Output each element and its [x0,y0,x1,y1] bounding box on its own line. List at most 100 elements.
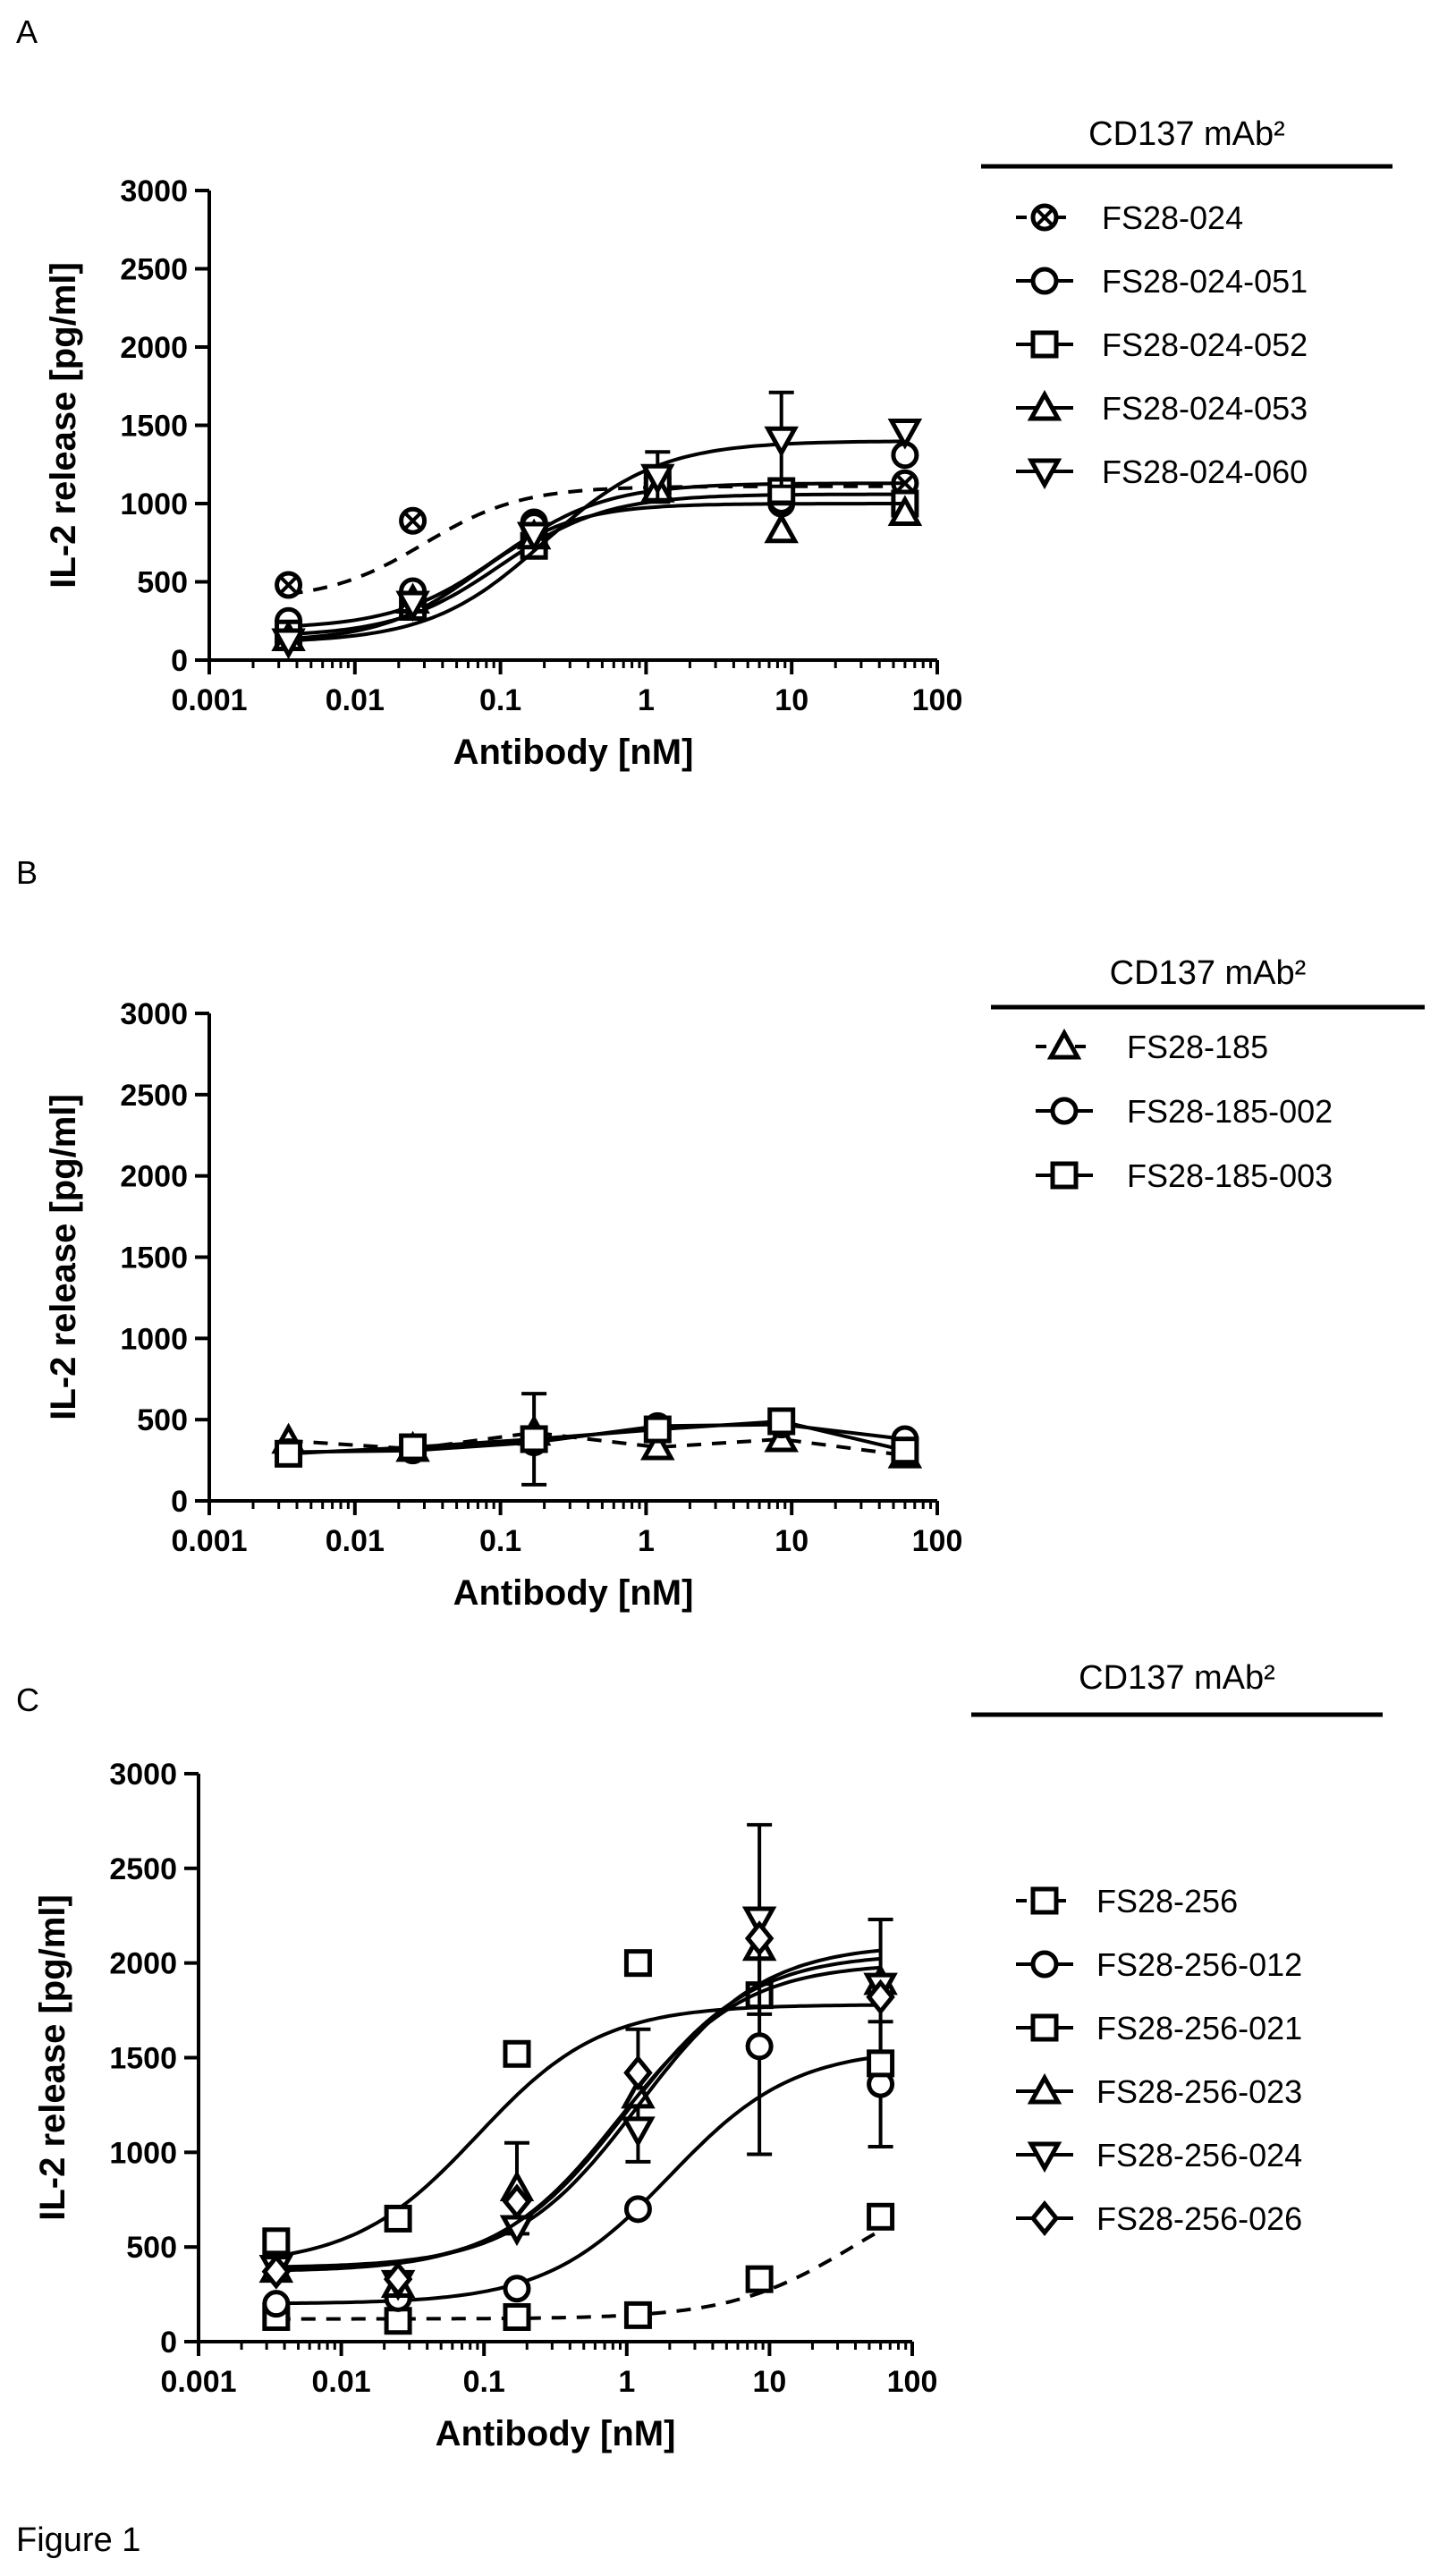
legend-marker [1030,2013,1059,2042]
legend-item: FS28-256-012 [1016,1946,1302,1983]
legend-item: FS28-256-021 [1016,2010,1302,2046]
fit-curve [288,502,905,640]
data-point [502,2183,532,2220]
legend-label: FS28-256 [1096,1883,1238,1919]
legend-item: FS28-185 [1036,1028,1268,1065]
data-point [399,506,427,535]
legend-marker [1027,2141,1062,2174]
legend-marker [1030,1950,1059,1979]
legend-title: CD137 mAb² [1079,1659,1275,1697]
x-axis-title: Antibody [nM] [453,733,694,772]
data-point [262,2227,291,2256]
legend-marker [1030,267,1059,295]
fit-curve [288,439,905,643]
fit-curve [275,2003,881,2258]
y-axis-title: IL-2 release [pg/ml] [44,262,83,589]
legend-marker [1029,2200,1060,2236]
legend-item: FS28-024-052 [1016,326,1308,363]
figure-caption: Figure 1 [16,2521,140,2559]
fit-curve [275,2055,881,2306]
legend-label: FS28-185-002 [1127,1093,1333,1130]
x-tick-label: 100 [912,1524,963,1558]
legend: CD137 mAb² FS28-256 FS28-256-012 FS28-256-0… [971,1659,1383,2237]
data-point [503,2302,531,2331]
data-point [395,590,430,623]
data-point [866,1979,895,2015]
y-tick-label: 2000 [109,1947,177,1981]
y-tick-label: 2000 [120,331,188,365]
data-point [520,1425,548,1453]
panel-letter: A [16,13,38,50]
legend-label: FS28-256-012 [1096,1946,1302,1983]
legend-title: CD137 mAb² [1110,954,1307,992]
data-point [744,1920,775,1957]
data-point [384,2204,412,2233]
y-ticks: 0 500 1000 1500 2000 2500 3000 [109,1758,199,2360]
legend-label: FS28-024-053 [1102,390,1308,427]
legend-item: FS28-185-002 [1036,1093,1333,1130]
fit-curve [288,484,905,597]
data-point [503,2039,531,2068]
legend-label: FS28-024-052 [1102,326,1308,363]
legend-item: FS28-256 [1016,1883,1238,1919]
x-tick-label: 0.1 [479,1524,521,1558]
legend-title: CD137 mAb² [1088,115,1285,153]
fit-curve [275,1965,881,2273]
data-point [275,1439,303,1468]
legend-item: FS28-256-026 [1016,2200,1302,2237]
x-tick-label: 10 [752,2365,786,2399]
legend-marker [1050,1097,1079,1125]
legend-label: FS28-256-026 [1096,2200,1302,2237]
data-point [623,1949,652,1978]
data-point [764,426,799,458]
x-tick-label: 1 [638,683,655,717]
x-tick-label: 0.001 [171,683,247,717]
data-point [623,2301,652,2329]
legend-item: FS28-256-023 [1016,2072,1302,2110]
y-tick-label: 1500 [120,410,188,444]
data-point [867,2202,895,2231]
x-tick-label: 100 [912,683,963,717]
data-point [503,2275,531,2303]
legend-marker [1030,1886,1059,1915]
series-fs28-256 [262,2202,895,2335]
x-ticks: 0.001 0.01 0.1 1 10 100 [171,660,962,717]
data-point [745,2032,774,2061]
legend: CD137 mAb² FS28-024 FS28-024-051 FS28-024-0… [981,115,1392,490]
y-tick-label: 500 [126,2231,177,2265]
data-point [640,1428,675,1461]
panel-letter: B [16,854,38,891]
panel-letter: C [16,1682,39,1718]
x-tick-label: 1 [638,1524,655,1558]
legend-marker [1027,458,1062,490]
y-axis-title: IL-2 release [pg/ml] [44,1094,83,1420]
y-tick-label: 1000 [109,2136,177,2170]
legend-marker [1030,203,1059,232]
legend-label: FS28-185 [1127,1029,1268,1065]
legend: CD137 mAb² FS28-185 FS28-185-002 FS28-185-0… [991,954,1425,1194]
legend-item: FS28-024-060 [1016,453,1308,490]
data-point [887,495,923,526]
x-axis-title: Antibody [nM] [436,2414,676,2453]
y-axis-title: IL-2 release [pg/ml] [33,1894,72,2221]
y-tick-label: 3000 [109,1758,177,1792]
data-point [271,628,306,660]
y-tick-label: 0 [171,1485,188,1519]
legend-label: FS28-256-024 [1096,2137,1302,2174]
y-tick-label: 3000 [120,997,188,1031]
x-tick-label: 0.1 [479,683,521,717]
data-point [262,2290,291,2318]
series-fs28-256-026 [261,1920,895,2298]
data-point [640,463,675,496]
x-tick-label: 0.001 [160,2365,236,2399]
fit-curve [288,481,905,629]
data-point [643,1415,672,1444]
data-point [516,521,552,554]
x-tick-label: 1 [618,2365,635,2399]
fit-curve [275,1948,881,2269]
chart-panel-a: A0.001 0.01 0.1 1 10 100050010001500200025003… [16,13,1392,772]
legend-item: FS28-024-051 [1016,263,1308,300]
y-tick-label: 2500 [109,1852,177,1886]
x-tick-label: 10 [775,1524,808,1558]
